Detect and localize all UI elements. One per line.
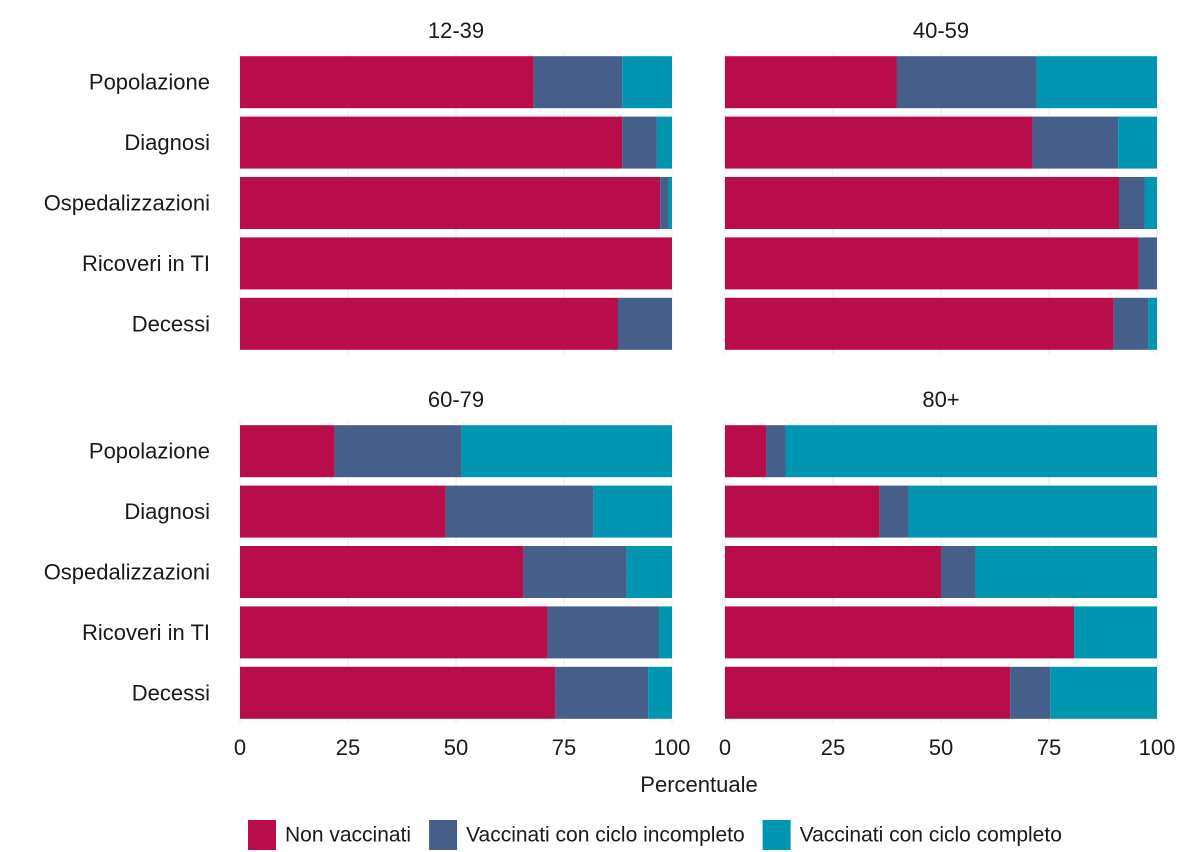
facet-title: 80+ (922, 387, 959, 412)
legend-label-vaccinati-con-ciclo-incompleto: Vaccinati con ciclo incompleto (466, 824, 745, 847)
bar-popolazione-vaccinati-con-ciclo-incompleto (533, 56, 623, 109)
bar-decessi-vaccinati-con-ciclo-completo (648, 666, 672, 719)
bar-popolazione-non-vaccinati (725, 425, 767, 478)
bar-decessi-non-vaccinati (725, 297, 1114, 350)
bar-ospedalizzazioni-non-vaccinati (240, 546, 524, 598)
bar-ospedalizzazioni-vaccinati-con-ciclo-completo (668, 177, 672, 229)
x-tick-label: 75 (552, 735, 576, 760)
bar-diagnosi-non-vaccinati (240, 116, 623, 169)
legend-label-non-vaccinati: Non vaccinati (285, 824, 411, 847)
category-label-ospedalizzazioni: Ospedalizzazioni (44, 560, 210, 585)
bar-diagnosi-vaccinati-con-ciclo-incompleto (622, 116, 657, 169)
category-label-ricoveri-in-ti: Ricoveri in TI (82, 620, 210, 645)
bar-ricoveri-in-ti-vaccinati-con-ciclo-completo (1074, 606, 1157, 659)
bar-decessi-non-vaccinati (725, 666, 1011, 719)
x-tick-label: 25 (336, 735, 360, 760)
bar-diagnosi-non-vaccinati (725, 116, 1033, 169)
category-label-popolazione: Popolazione (89, 70, 210, 95)
bar-diagnosi-vaccinati-con-ciclo-incompleto (879, 485, 909, 538)
bar-popolazione-non-vaccinati (240, 425, 335, 478)
bar-ricoveri-in-ti-vaccinati-con-ciclo-completo (659, 606, 672, 659)
x-axis: 0 25 50 75 100 0 25 50 75 100 (234, 735, 1175, 760)
legend-swatch-vaccinati-con-ciclo-incompleto (429, 820, 458, 850)
bar-ricoveri-in-ti-non-vaccinati (725, 237, 1139, 290)
bar-diagnosi-vaccinati-con-ciclo-completo (656, 116, 672, 169)
category-label-diagnosi: Diagnosi (124, 130, 210, 155)
facet-title: 12-39 (428, 18, 484, 43)
bar-decessi-vaccinati-con-ciclo-incompleto (1113, 297, 1149, 350)
bar-ospedalizzazioni-vaccinati-con-ciclo-incompleto (941, 546, 976, 598)
bar-diagnosi-non-vaccinati (725, 485, 880, 538)
bar-ricoveri-in-ti-non-vaccinati (240, 606, 548, 659)
bar-diagnosi-vaccinati-con-ciclo-incompleto (445, 485, 594, 538)
bar-ospedalizzazioni-vaccinati-con-ciclo-incompleto (1118, 177, 1145, 229)
legend-label-vaccinati-con-ciclo-completo: Vaccinati con ciclo completo (800, 824, 1062, 847)
category-label-diagnosi: Diagnosi (124, 499, 210, 524)
bar-popolazione-vaccinati-con-ciclo-incompleto (766, 425, 786, 478)
bar-decessi-non-vaccinati (240, 666, 556, 719)
category-label-ospedalizzazioni: Ospedalizzazioni (44, 191, 210, 216)
x-tick-label: 25 (821, 735, 845, 760)
bar-popolazione-vaccinati-con-ciclo-completo (622, 56, 672, 109)
legend: Non vaccinati Vaccinati con ciclo incompl… (248, 820, 1062, 850)
facet-80: 80+ (724, 387, 1158, 723)
x-axis-title: Percentuale (640, 772, 757, 797)
category-label-decessi: Decessi (132, 680, 210, 705)
facet-12-39: 12-39 Popolazione Diagnosi Ospedalizzazioni… (44, 18, 673, 354)
bar-decessi-vaccinati-con-ciclo-incompleto (618, 297, 672, 350)
facet-title: 40-59 (913, 18, 969, 43)
category-label-popolazione: Popolazione (89, 439, 210, 464)
x-tick-label: 50 (929, 735, 953, 760)
category-label-ricoveri-in-ti: Ricoveri in TI (82, 251, 210, 276)
bar-popolazione-vaccinati-con-ciclo-completo (461, 425, 672, 478)
bar-diagnosi-vaccinati-con-ciclo-completo (908, 485, 1157, 538)
bar-ricoveri-in-ti-non-vaccinati (240, 237, 672, 290)
bar-decessi-vaccinati-con-ciclo-completo (1148, 297, 1157, 350)
bar-popolazione-non-vaccinati (240, 56, 534, 109)
facet-40-59: 40-59 (724, 18, 1158, 354)
bar-ospedalizzazioni-vaccinati-con-ciclo-incompleto (523, 546, 627, 598)
bar-popolazione-vaccinati-con-ciclo-completo (785, 425, 1157, 478)
x-tick-label: 75 (1037, 735, 1061, 760)
bar-ospedalizzazioni-vaccinati-con-ciclo-completo (626, 546, 672, 598)
bar-popolazione-vaccinati-con-ciclo-completo (1036, 56, 1157, 109)
facet-title: 60-79 (428, 387, 484, 412)
bar-popolazione-vaccinati-con-ciclo-incompleto (334, 425, 462, 478)
legend-swatch-vaccinati-con-ciclo-completo (762, 820, 791, 850)
x-tick-label: 50 (444, 735, 468, 760)
bar-diagnosi-vaccinati-con-ciclo-completo (1118, 116, 1157, 169)
bar-ospedalizzazioni-non-vaccinati (240, 177, 661, 229)
bar-ospedalizzazioni-vaccinati-con-ciclo-completo (1144, 177, 1157, 229)
bar-diagnosi-non-vaccinati (240, 485, 446, 538)
bar-ospedalizzazioni-vaccinati-con-ciclo-incompleto (660, 177, 669, 229)
bar-diagnosi-vaccinati-con-ciclo-incompleto (1032, 116, 1119, 169)
bar-popolazione-vaccinati-con-ciclo-incompleto (896, 56, 1037, 109)
facet-60-79: 60-79 Popolazione Diagnosi Ospedalizzazioni… (44, 387, 673, 723)
x-tick-label: 0 (234, 735, 246, 760)
x-tick-label: 100 (654, 735, 691, 760)
bar-decessi-vaccinati-con-ciclo-incompleto (1010, 666, 1051, 719)
bar-popolazione-non-vaccinati (725, 56, 897, 109)
legend-swatch-non-vaccinati (248, 820, 276, 850)
bar-ricoveri-in-ti-non-vaccinati (725, 606, 1075, 659)
bar-decessi-non-vaccinati (240, 297, 618, 350)
bar-decessi-vaccinati-con-ciclo-completo (1050, 666, 1157, 719)
x-tick-label: 0 (719, 735, 731, 760)
category-label-decessi: Decessi (132, 311, 210, 336)
bar-ospedalizzazioni-non-vaccinati (725, 177, 1119, 229)
x-tick-label: 100 (1139, 735, 1176, 760)
facets: 12-39 Popolazione Diagnosi Ospedalizzazioni… (44, 18, 1158, 723)
bar-ospedalizzazioni-vaccinati-con-ciclo-completo (975, 546, 1157, 598)
bar-decessi-vaccinati-con-ciclo-incompleto (555, 666, 649, 719)
bar-ricoveri-in-ti-vaccinati-con-ciclo-incompleto (547, 606, 660, 659)
bar-ospedalizzazioni-non-vaccinati (725, 546, 941, 598)
bar-diagnosi-vaccinati-con-ciclo-completo (593, 485, 672, 538)
bar-ricoveri-in-ti-vaccinati-con-ciclo-incompleto (1138, 237, 1157, 290)
